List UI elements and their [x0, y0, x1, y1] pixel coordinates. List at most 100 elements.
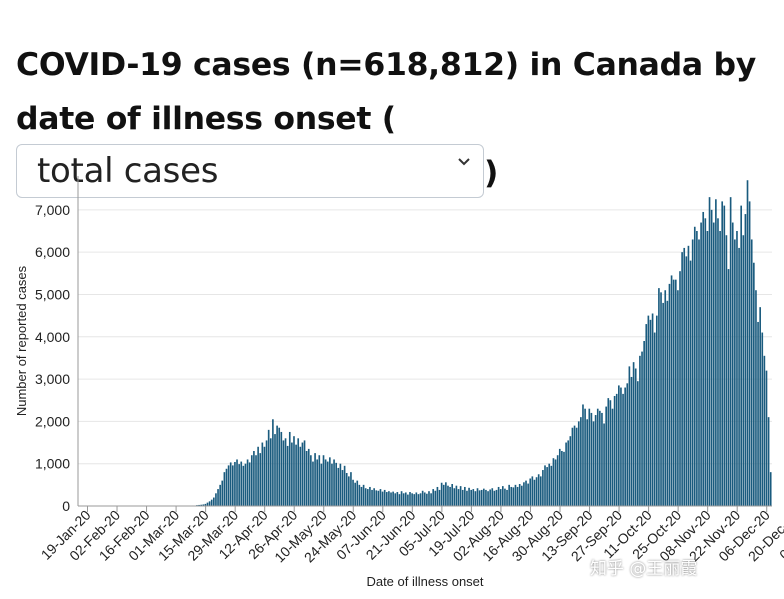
bar [666, 300, 669, 506]
bar [371, 489, 373, 506]
bar [609, 400, 612, 506]
bar [280, 431, 283, 506]
bar [257, 446, 259, 506]
bar [483, 488, 485, 506]
bar [445, 482, 447, 506]
bar [696, 231, 698, 506]
bar [643, 341, 645, 506]
bar [548, 463, 551, 506]
bar [495, 489, 498, 506]
bar [392, 491, 394, 506]
bar [552, 458, 555, 506]
bar [472, 489, 475, 506]
bar [390, 492, 392, 506]
bar [451, 484, 454, 506]
bar [263, 446, 266, 506]
bar [556, 455, 559, 506]
bar [681, 252, 683, 506]
bar [415, 492, 418, 506]
bar [575, 427, 578, 506]
title-close-paren: ) [484, 155, 499, 191]
bar [398, 494, 401, 506]
case-type-select[interactable]: total cases [16, 144, 484, 198]
bar [213, 497, 215, 506]
bar [377, 490, 380, 506]
bar [295, 444, 297, 506]
bar [535, 477, 538, 506]
bar [303, 440, 306, 506]
bar [641, 351, 643, 506]
bar [333, 459, 335, 506]
bar [288, 431, 291, 506]
y-tick-label: 3,000 [35, 371, 70, 387]
bar [501, 486, 504, 506]
bar [634, 368, 637, 506]
bar [198, 504, 200, 506]
bar [238, 464, 240, 506]
bar [611, 408, 614, 506]
bar [480, 489, 483, 506]
bar [326, 461, 329, 506]
bar [272, 419, 274, 506]
bar [369, 486, 371, 506]
bar [605, 406, 608, 506]
bar [240, 461, 243, 506]
watermark: 知乎 @王丽霞 [590, 559, 698, 579]
bar [426, 493, 428, 506]
bar [742, 235, 745, 506]
bar [400, 491, 403, 506]
bar [512, 487, 515, 506]
bar [331, 463, 333, 506]
bar [404, 492, 407, 506]
bar [352, 479, 354, 506]
bar [727, 269, 730, 506]
bar [383, 489, 386, 506]
title-text: COVID-19 cases (n=618,812) in Canada by … [16, 47, 756, 137]
bar [474, 491, 477, 506]
bar [236, 459, 238, 506]
bar [569, 436, 572, 506]
bar [738, 247, 740, 506]
bar [457, 489, 460, 506]
bar [215, 493, 217, 506]
bar [567, 440, 570, 506]
bar [525, 480, 527, 506]
bar [719, 231, 721, 506]
bar [622, 393, 624, 506]
bar [615, 393, 618, 506]
bar [712, 222, 715, 506]
bar [655, 315, 658, 506]
bar [729, 197, 732, 506]
y-axis-title: Number of reported cases [14, 265, 29, 416]
bar [442, 484, 445, 506]
bar [269, 438, 272, 506]
bar [510, 486, 513, 506]
bar [546, 467, 548, 506]
bar [291, 442, 293, 506]
bar [607, 398, 610, 506]
bar [335, 462, 337, 506]
bar [497, 486, 500, 506]
bar [677, 290, 679, 506]
bar [736, 231, 738, 506]
bar [299, 446, 302, 506]
bar [322, 455, 325, 506]
bar [750, 239, 753, 506]
bar [624, 387, 626, 506]
bar [485, 489, 487, 506]
bar [715, 199, 717, 506]
bar [432, 489, 435, 506]
bar [672, 279, 675, 506]
bar [455, 485, 458, 506]
y-tick-label: 6,000 [35, 244, 70, 260]
bar [620, 387, 622, 506]
bar [755, 290, 757, 506]
bar [223, 472, 226, 506]
bar [468, 487, 470, 506]
bar [674, 279, 677, 506]
bar [708, 197, 711, 506]
bar [341, 470, 344, 506]
bar [660, 292, 662, 506]
bar [358, 484, 361, 506]
bar [763, 355, 766, 506]
